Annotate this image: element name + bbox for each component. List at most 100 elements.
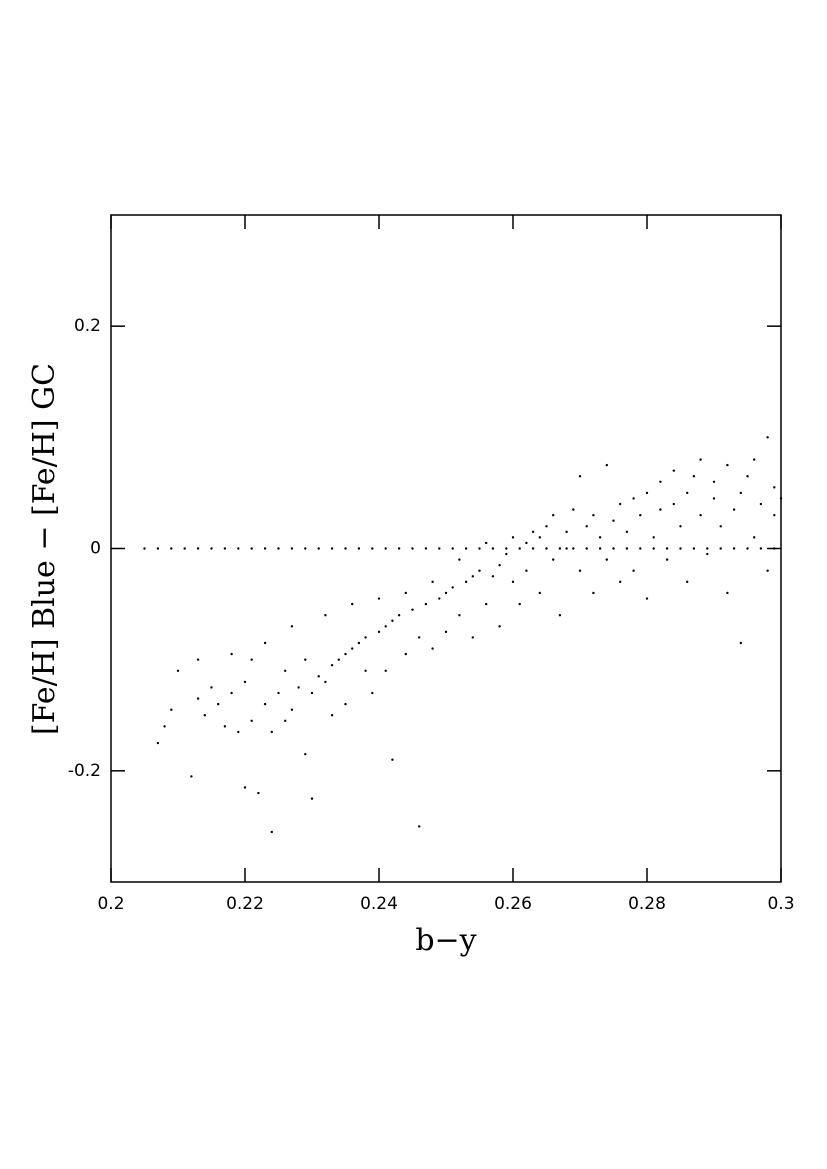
point (605, 463, 608, 467)
point (304, 752, 307, 756)
point (284, 669, 287, 672)
point (170, 708, 173, 711)
point (404, 591, 407, 595)
point (511, 580, 515, 584)
point (424, 602, 428, 606)
point (404, 652, 407, 656)
point (250, 658, 253, 661)
point (478, 569, 481, 572)
point (263, 702, 267, 706)
point (498, 563, 501, 567)
point (290, 708, 294, 711)
point (652, 547, 655, 550)
point (330, 547, 334, 550)
point (645, 491, 649, 495)
point (183, 547, 186, 550)
point (364, 669, 367, 672)
point (511, 536, 515, 539)
point (538, 591, 541, 595)
point (243, 680, 247, 684)
point (324, 680, 327, 684)
point (498, 625, 501, 628)
point (337, 658, 340, 661)
point (665, 547, 669, 550)
point (639, 547, 642, 550)
point (592, 591, 595, 595)
point (645, 597, 649, 600)
point (478, 547, 481, 550)
point (672, 502, 675, 506)
point (304, 658, 307, 661)
point (196, 697, 200, 700)
point (330, 664, 334, 667)
point (672, 469, 675, 472)
point (719, 547, 722, 550)
point (732, 508, 736, 511)
point (270, 730, 273, 734)
point (699, 458, 702, 461)
point (485, 602, 488, 606)
point (558, 614, 562, 617)
point (464, 580, 468, 584)
point (344, 652, 347, 656)
point (679, 547, 682, 550)
point (545, 547, 548, 550)
x-tick-label: 0.2 (97, 894, 124, 914)
point (726, 463, 729, 467)
point (237, 730, 240, 734)
point (176, 669, 180, 672)
point (706, 552, 709, 556)
point (726, 591, 729, 595)
point (270, 830, 273, 834)
point (196, 547, 200, 550)
point (746, 547, 749, 550)
point (263, 547, 267, 550)
point (759, 547, 763, 550)
point (411, 608, 414, 611)
point (773, 513, 776, 517)
point (712, 497, 716, 500)
point (619, 580, 622, 584)
point (471, 636, 474, 639)
point (652, 536, 655, 539)
point (766, 569, 769, 572)
point (230, 691, 233, 695)
point (612, 519, 615, 522)
point (578, 569, 582, 572)
point (351, 647, 354, 650)
point (290, 625, 294, 628)
x-tick-label: 0.3 (767, 894, 794, 914)
point (766, 436, 769, 439)
point (686, 491, 689, 495)
point (290, 547, 294, 550)
x-axis-label: b−y (415, 923, 476, 958)
point (659, 508, 662, 511)
point (565, 530, 568, 534)
point (243, 786, 247, 789)
point (632, 569, 635, 572)
point (431, 647, 434, 650)
point (531, 530, 535, 534)
point (351, 602, 354, 606)
point (310, 797, 314, 800)
point (438, 547, 441, 550)
point (210, 547, 213, 550)
point (391, 619, 394, 622)
point (639, 513, 642, 517)
point (250, 719, 253, 723)
point (739, 491, 742, 495)
point (230, 652, 233, 656)
point (545, 525, 548, 528)
point (384, 625, 387, 628)
point (458, 558, 461, 561)
point (572, 508, 575, 511)
point (190, 775, 193, 778)
y-tick-label: 0 (90, 539, 101, 559)
point (357, 547, 361, 550)
point (464, 547, 468, 550)
point (210, 686, 213, 689)
point (612, 547, 615, 550)
point (284, 719, 287, 723)
point (203, 714, 206, 717)
